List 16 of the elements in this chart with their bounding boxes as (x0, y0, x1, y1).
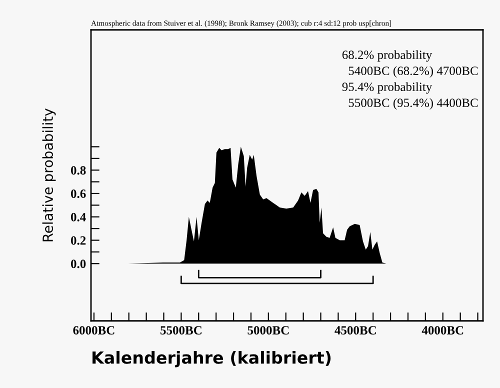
y-tick-label: 0.4 (70, 212, 86, 222)
x-tick-label: 6000BC (73, 326, 114, 335)
x-axis-title: Kalenderjahre (kalibriert) (92, 350, 331, 368)
y-tick-label: 0.6 (70, 190, 86, 198)
y-tick-label: 0.0 (70, 260, 86, 268)
x-tick-label: 4500BC (334, 326, 376, 335)
x-tick-label: 5000BC (248, 326, 289, 335)
x-tick-label: 4000BC (422, 326, 464, 335)
y-axis-title: Relative probability (42, 108, 56, 242)
annotation: 95.4% probability (342, 82, 432, 94)
y-tick-label: 0.8 (70, 166, 86, 175)
annotation: 5500BC (95.4%) 4400BC (348, 98, 478, 110)
annotation: 5400BC (68.2%) 4700BC (348, 66, 478, 78)
annotation: 68.2% probability (342, 50, 432, 62)
x-tick-label: 5500BC (160, 326, 202, 335)
y-tick-label: 0.2 (70, 236, 86, 245)
